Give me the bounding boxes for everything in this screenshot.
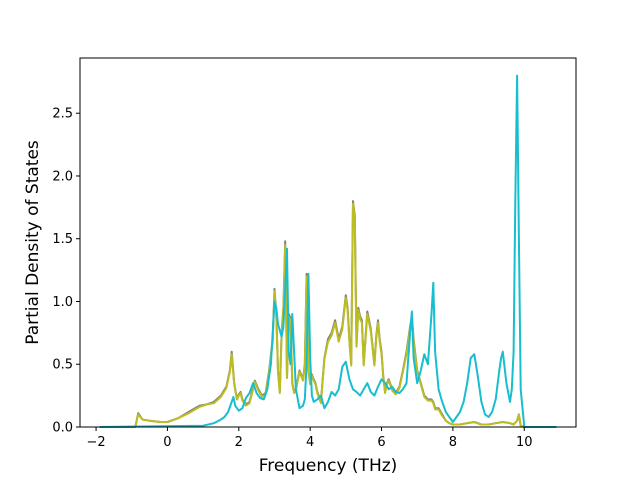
y-axis-ticks: 0.0 0.5 1.0 1.5 2.0 2.5 — [52, 107, 80, 436]
y-tick-label: 1.0 — [52, 295, 73, 310]
y-tick-label: 1.5 — [52, 232, 73, 247]
x-axis-ticks: −2 0 2 4 6 8 10 — [86, 427, 533, 450]
x-axis-title: Frequency (THz) — [259, 456, 398, 476]
x-tick-label: 10 — [516, 435, 533, 450]
y-axis-title: Partial Density of States — [23, 140, 43, 345]
y-tick-label: 2.0 — [52, 169, 73, 184]
x-tick-label: 2 — [235, 435, 243, 450]
x-tick-label: 0 — [163, 435, 171, 450]
axes-frame — [79, 57, 577, 428]
series-line-0 — [99, 200, 557, 428]
y-tick-label: 2.5 — [52, 107, 73, 122]
series-line-1 — [99, 202, 557, 428]
x-tick-label: −2 — [86, 435, 105, 450]
series-line-2 — [99, 74, 557, 428]
y-tick-label: 0.0 — [52, 421, 73, 436]
x-tick-label: 8 — [449, 435, 457, 450]
x-tick-label: 4 — [306, 435, 314, 450]
plot-lines — [99, 74, 557, 428]
y-tick-label: 0.5 — [52, 358, 73, 373]
x-tick-label: 6 — [377, 435, 385, 450]
